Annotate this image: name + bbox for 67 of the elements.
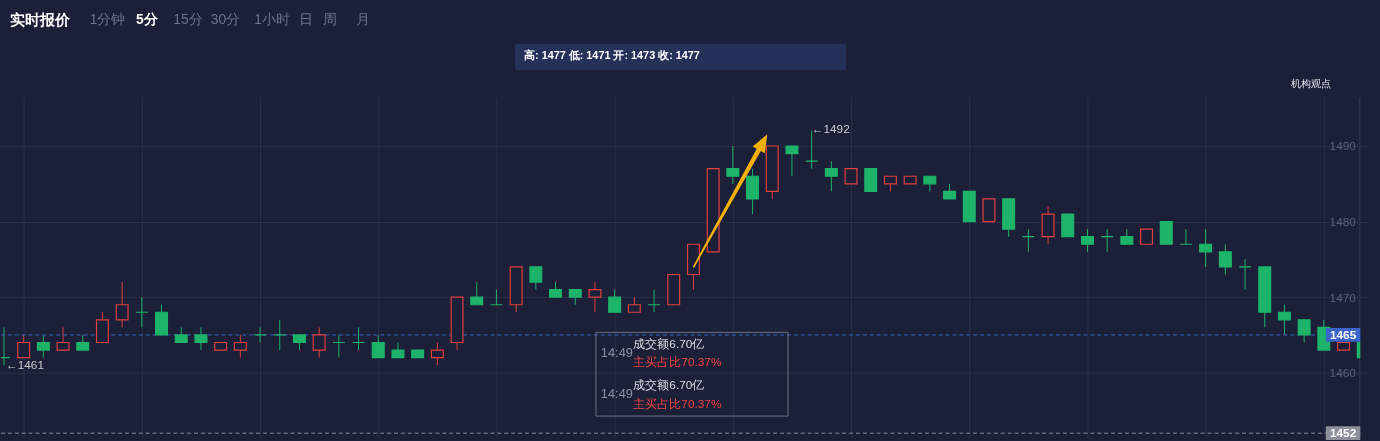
candlestick: [864, 168, 878, 192]
text: 日: [299, 12, 314, 28]
candlestick: [1179, 228, 1193, 245]
annotation: 14:49: [600, 344, 633, 360]
candlestick: [1120, 228, 1134, 245]
candlestick: [489, 289, 503, 306]
candlestick: [982, 198, 996, 223]
text: 周: [323, 12, 338, 28]
y-tick-label: 1460: [1329, 366, 1357, 381]
candlestick: [608, 289, 622, 313]
candlestick: [923, 175, 937, 192]
candlestick: [785, 145, 799, 177]
chart-title: 实时报价: [9, 11, 71, 28]
candlestick: [1041, 205, 1055, 245]
candlestick: [1277, 304, 1291, 336]
candlestick: [95, 311, 109, 344]
candlestick: [430, 342, 444, 366]
candlestick: [588, 281, 602, 313]
text: 高: 1477 低: 1471 开: 1473 收: 1477: [524, 49, 700, 62]
candlestick: [1021, 228, 1035, 253]
candlestick: [352, 326, 366, 351]
annotation: ←1461: [5, 357, 44, 372]
annotation: 成交额6.70亿: [633, 378, 705, 393]
candlestick: [647, 289, 661, 313]
candlestick: [17, 334, 31, 359]
text: 15分: [173, 12, 203, 28]
candlestick: [1238, 258, 1252, 291]
annotation: 主买占比70.37%: [633, 397, 722, 412]
candlestick: [470, 281, 484, 306]
candlestick: [726, 145, 740, 185]
ref-line-label: 1465: [1329, 327, 1357, 342]
text: 30分: [210, 12, 241, 28]
candlestick: [56, 326, 70, 351]
candlestick: [1297, 319, 1311, 343]
candlestick: [824, 160, 838, 192]
annotation: 主买占比70.37%: [633, 354, 722, 369]
y-tick-label: 1470: [1329, 290, 1357, 305]
annotation: 14:49: [600, 386, 633, 402]
candlestick: [332, 334, 346, 359]
candlestick: [1080, 228, 1094, 253]
candlestick: [1199, 228, 1213, 268]
candlestick: [155, 304, 169, 336]
text: 1小时: [254, 12, 290, 28]
y-tick-label: 1490: [1329, 139, 1357, 154]
candlestick: [194, 326, 208, 351]
candlestick: [1061, 213, 1075, 238]
candlestick: [746, 168, 760, 215]
annotation: ←1492: [811, 122, 850, 137]
candlestick: [36, 334, 50, 359]
candlestick: [135, 296, 149, 328]
candlestick: [1100, 228, 1114, 253]
candlestick: [115, 281, 129, 328]
text: 5分: [135, 12, 159, 28]
candlestick: [253, 326, 267, 343]
ref-line-label: 1452: [1329, 426, 1357, 441]
y-tick-label: 1480: [1329, 215, 1357, 230]
annotation: 成交额6.70亿: [633, 337, 705, 352]
candlestick: [1218, 243, 1232, 275]
text: 月: [355, 12, 370, 28]
candlestick: [1159, 221, 1173, 245]
candlestick: [273, 319, 287, 351]
text: 机构观点: [1291, 78, 1332, 90]
candlestick: [233, 334, 247, 359]
candlestick: [371, 334, 385, 359]
candlestick: [529, 266, 543, 291]
text: 1分钟: [89, 12, 126, 28]
candlestick: [312, 326, 326, 359]
